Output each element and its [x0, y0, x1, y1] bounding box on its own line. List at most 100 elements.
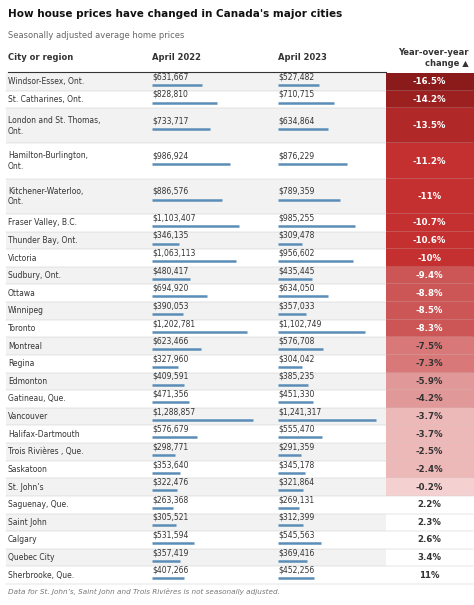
Text: Victoria: Victoria	[8, 253, 37, 263]
Bar	[6, 302, 386, 319]
Text: Fraser Valley, B.C.: Fraser Valley, B.C.	[8, 218, 77, 227]
Text: Saskatoon: Saskatoon	[8, 465, 48, 474]
Bar	[6, 178, 386, 214]
Bar	[6, 267, 386, 284]
Text: April 2023: April 2023	[278, 53, 327, 62]
Text: Seasonally adjusted average home prices: Seasonally adjusted average home prices	[8, 31, 184, 40]
Text: London and St. Thomas,
Ont.: London and St. Thomas, Ont.	[8, 116, 100, 136]
Bar	[386, 232, 474, 249]
Text: $710,715: $710,715	[278, 90, 314, 99]
Text: -4.2%: -4.2%	[416, 394, 443, 404]
Text: Winnipeg: Winnipeg	[8, 306, 44, 315]
Text: $353,640: $353,640	[152, 460, 189, 469]
Text: Sherbrooke, Que.: Sherbrooke, Que.	[8, 571, 74, 580]
Text: $409,591: $409,591	[152, 372, 188, 381]
Bar	[6, 232, 386, 249]
Bar	[386, 408, 474, 425]
Text: $886,576: $886,576	[152, 187, 188, 196]
Text: $385,235: $385,235	[278, 372, 314, 381]
Text: -16.5%: -16.5%	[413, 77, 446, 87]
Bar	[386, 355, 474, 373]
Text: -14.2%: -14.2%	[413, 95, 447, 104]
Text: $305,521: $305,521	[152, 513, 188, 522]
Text: Sudbury, Ont.: Sudbury, Ont.	[8, 271, 61, 280]
Text: $346,135: $346,135	[152, 231, 188, 240]
Text: Hamilton-Burlington,
Ont.: Hamilton-Burlington, Ont.	[8, 151, 88, 171]
Text: $789,359: $789,359	[278, 187, 314, 196]
Text: -7.3%: -7.3%	[416, 359, 443, 368]
Text: Quebec City: Quebec City	[8, 553, 55, 562]
Text: $480,417: $480,417	[152, 266, 188, 275]
Text: -8.5%: -8.5%	[416, 306, 443, 315]
Text: $304,042: $304,042	[278, 355, 314, 364]
Text: $634,864: $634,864	[278, 116, 314, 125]
Text: $623,466: $623,466	[152, 337, 188, 345]
Text: $1,063,113: $1,063,113	[152, 249, 195, 258]
Text: Windsor-Essex, Ont.: Windsor-Essex, Ont.	[8, 77, 84, 87]
Bar	[6, 479, 386, 496]
Bar	[386, 178, 474, 214]
Bar	[386, 91, 474, 108]
Text: $321,864: $321,864	[278, 478, 314, 486]
Text: $357,419: $357,419	[152, 548, 188, 557]
Text: $694,920: $694,920	[152, 284, 188, 293]
Text: -7.5%: -7.5%	[416, 342, 443, 351]
Text: $390,053: $390,053	[152, 301, 189, 310]
Text: Halifax-Dartmouth: Halifax-Dartmouth	[8, 430, 80, 439]
Bar	[6, 373, 386, 390]
Text: $956,602: $956,602	[278, 249, 314, 258]
Text: $291,359: $291,359	[278, 442, 314, 451]
Text: $407,266: $407,266	[152, 566, 188, 575]
Text: -10.7%: -10.7%	[413, 218, 446, 227]
Text: $527,482: $527,482	[278, 73, 314, 82]
Bar	[386, 108, 474, 143]
Text: $733,717: $733,717	[152, 116, 188, 125]
Text: $1,102,749: $1,102,749	[278, 319, 321, 328]
Text: -9.4%: -9.4%	[416, 271, 443, 280]
Text: $634,050: $634,050	[278, 284, 315, 293]
Text: $357,033: $357,033	[278, 301, 315, 310]
Bar	[6, 338, 386, 355]
Text: $345,178: $345,178	[278, 460, 314, 469]
Text: Thunder Bay, Ont.: Thunder Bay, Ont.	[8, 236, 78, 245]
Text: Calgary: Calgary	[8, 535, 37, 544]
Text: -2.5%: -2.5%	[416, 447, 443, 456]
Text: -11%: -11%	[418, 192, 442, 201]
Text: $576,708: $576,708	[278, 337, 314, 345]
Bar	[386, 249, 474, 267]
Text: $435,445: $435,445	[278, 266, 315, 275]
Text: $263,368: $263,368	[152, 495, 188, 505]
Text: $531,594: $531,594	[152, 531, 188, 540]
Text: -3.7%: -3.7%	[416, 412, 443, 421]
Bar	[6, 108, 386, 143]
Text: $545,563: $545,563	[278, 531, 315, 540]
Text: $451,330: $451,330	[278, 390, 314, 399]
Text: $369,416: $369,416	[278, 548, 314, 557]
Text: 2.3%: 2.3%	[418, 518, 441, 527]
Text: $576,679: $576,679	[152, 425, 189, 434]
Text: $1,241,317: $1,241,317	[278, 407, 321, 416]
Text: Edmonton: Edmonton	[8, 377, 47, 386]
Text: -0.2%: -0.2%	[416, 483, 443, 492]
Text: $471,356: $471,356	[152, 390, 188, 399]
Text: $1,103,407: $1,103,407	[152, 214, 195, 223]
Text: Regina: Regina	[8, 359, 35, 368]
Text: 2.6%: 2.6%	[418, 535, 441, 544]
Text: -10.6%: -10.6%	[413, 236, 446, 245]
Text: -3.7%: -3.7%	[416, 430, 443, 439]
Text: Kitchener-Waterloo,
Ont.: Kitchener-Waterloo, Ont.	[8, 187, 83, 206]
Text: St. John’s: St. John’s	[8, 483, 44, 492]
Text: $327,960: $327,960	[152, 355, 188, 364]
Text: Gatineau, Que.: Gatineau, Que.	[8, 394, 65, 404]
Bar	[386, 479, 474, 496]
Text: $876,229: $876,229	[278, 152, 314, 161]
Bar	[386, 319, 474, 338]
Bar	[386, 460, 474, 479]
Text: -8.3%: -8.3%	[416, 324, 443, 333]
Text: $298,771: $298,771	[152, 442, 188, 451]
Text: -5.9%: -5.9%	[416, 377, 443, 386]
Text: Toronto: Toronto	[8, 324, 36, 333]
Text: $555,470: $555,470	[278, 425, 315, 434]
Text: Trois Rivières , Que.: Trois Rivières , Que.	[8, 447, 83, 456]
Text: $322,476: $322,476	[152, 478, 188, 486]
